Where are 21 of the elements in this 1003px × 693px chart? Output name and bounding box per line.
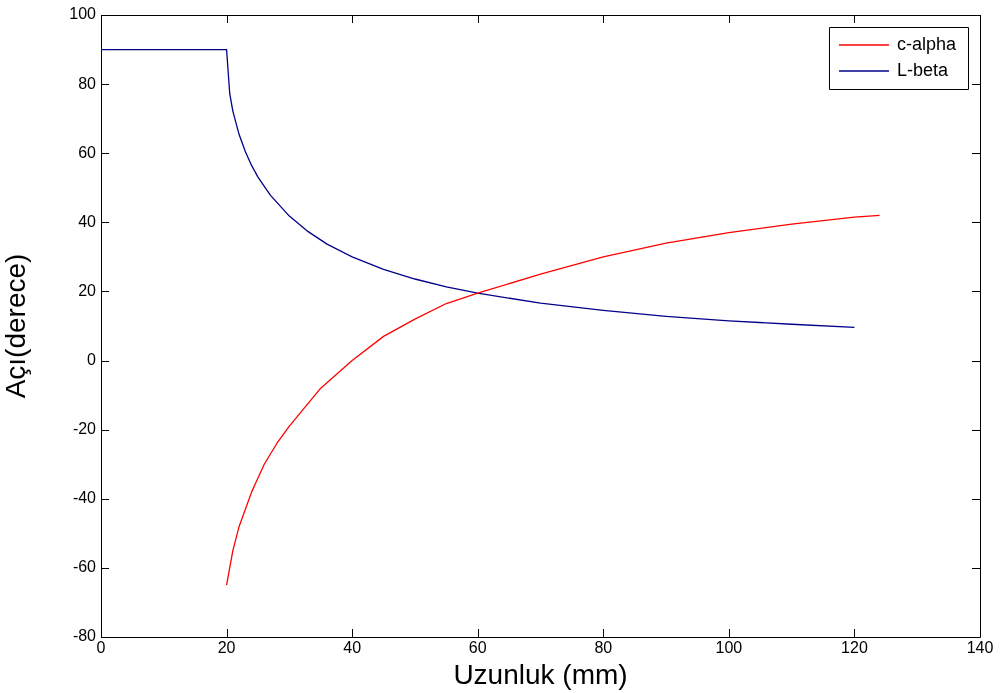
x-tick-label: 80 [594,639,613,657]
x-tick-label: 20 [217,639,236,657]
y-tick-label: -80 [72,627,97,645]
y-tick-label: -20 [72,420,97,438]
x-tick-label: 100 [715,639,743,657]
x-tick-label: 120 [841,639,868,657]
y-tick-label: 0 [87,350,97,368]
x-tick-label: 60 [468,639,487,657]
x-tick-label: 40 [343,639,362,657]
legend-label: c-alpha [896,33,957,54]
y-tick-label: 40 [78,212,97,230]
y-tick-label: 60 [78,143,97,161]
y-tick-label: 80 [78,74,97,92]
y-tick-label: 100 [69,5,97,23]
y-axis-title: Açı(derece) [0,253,31,399]
legend-label: L-beta [896,59,949,80]
y-tick-label: -60 [72,558,97,576]
x-axis-title: Uzunluk (mm) [453,658,628,690]
y-tick-label: -40 [72,489,97,507]
y-tick-label: 20 [78,281,97,299]
x-tick-label: 140 [966,639,994,657]
